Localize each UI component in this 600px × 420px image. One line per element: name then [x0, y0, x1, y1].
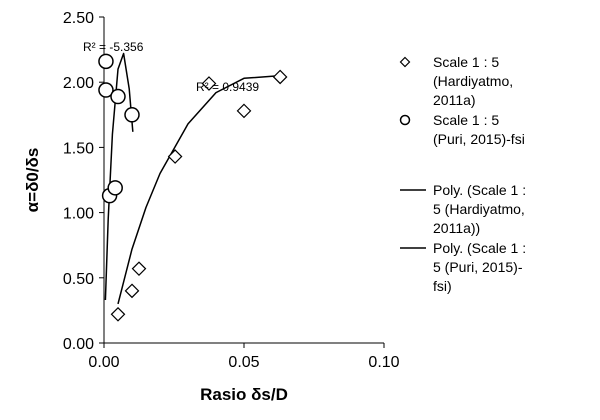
y-tick-label: 2.50: [63, 10, 94, 27]
circle-marker: [124, 107, 140, 123]
diamond-marker: [236, 103, 252, 119]
trendline: [117, 74, 281, 305]
annotation: R² = 0.9439: [196, 80, 259, 94]
trendline: [104, 52, 134, 300]
legend-label: Scale 1 : 5 (Puri, 2015)-fsi: [433, 112, 525, 147]
y-tick-label: 1.00: [63, 206, 94, 223]
legend-label: Poly. (Scale 1 :5 (Puri, 2015)-fsi): [433, 240, 526, 294]
y-axis-title: α=δ0/δs: [23, 148, 42, 213]
annotation: R² = -5.356: [83, 40, 144, 54]
diamond-marker: [110, 306, 126, 322]
y-tick-label: 2.00: [63, 75, 94, 92]
diamond-marker: [201, 76, 217, 91]
circle-marker: [107, 180, 123, 196]
legend-circle: [399, 114, 411, 126]
legend-label: Scale 1 : 5 (Hardiyatmo, 2011a): [433, 54, 513, 108]
y-tick-label: 1.50: [63, 140, 94, 157]
circle-marker: [110, 88, 126, 105]
legend-diamond: [399, 56, 411, 68]
diamond-marker: [131, 261, 147, 277]
x-tick-label: 0.00: [88, 354, 119, 371]
x-tick-label: 0.05: [228, 354, 259, 371]
diamond-marker: [124, 283, 140, 299]
y-tick-label: 0.00: [63, 336, 94, 353]
y-tick-label: 0.50: [63, 271, 94, 288]
diamond-marker: [167, 149, 183, 164]
legend-label: Poly. (Scale 1 :5 (Hardiyatmo, 2011a)): [433, 182, 526, 236]
x-axis-title: Rasio δs/D: [200, 385, 288, 404]
x-tick-label: 0.10: [368, 354, 399, 371]
circle-marker: [98, 82, 114, 98]
circle-marker: [98, 53, 114, 70]
diamond-marker: [272, 69, 288, 85]
